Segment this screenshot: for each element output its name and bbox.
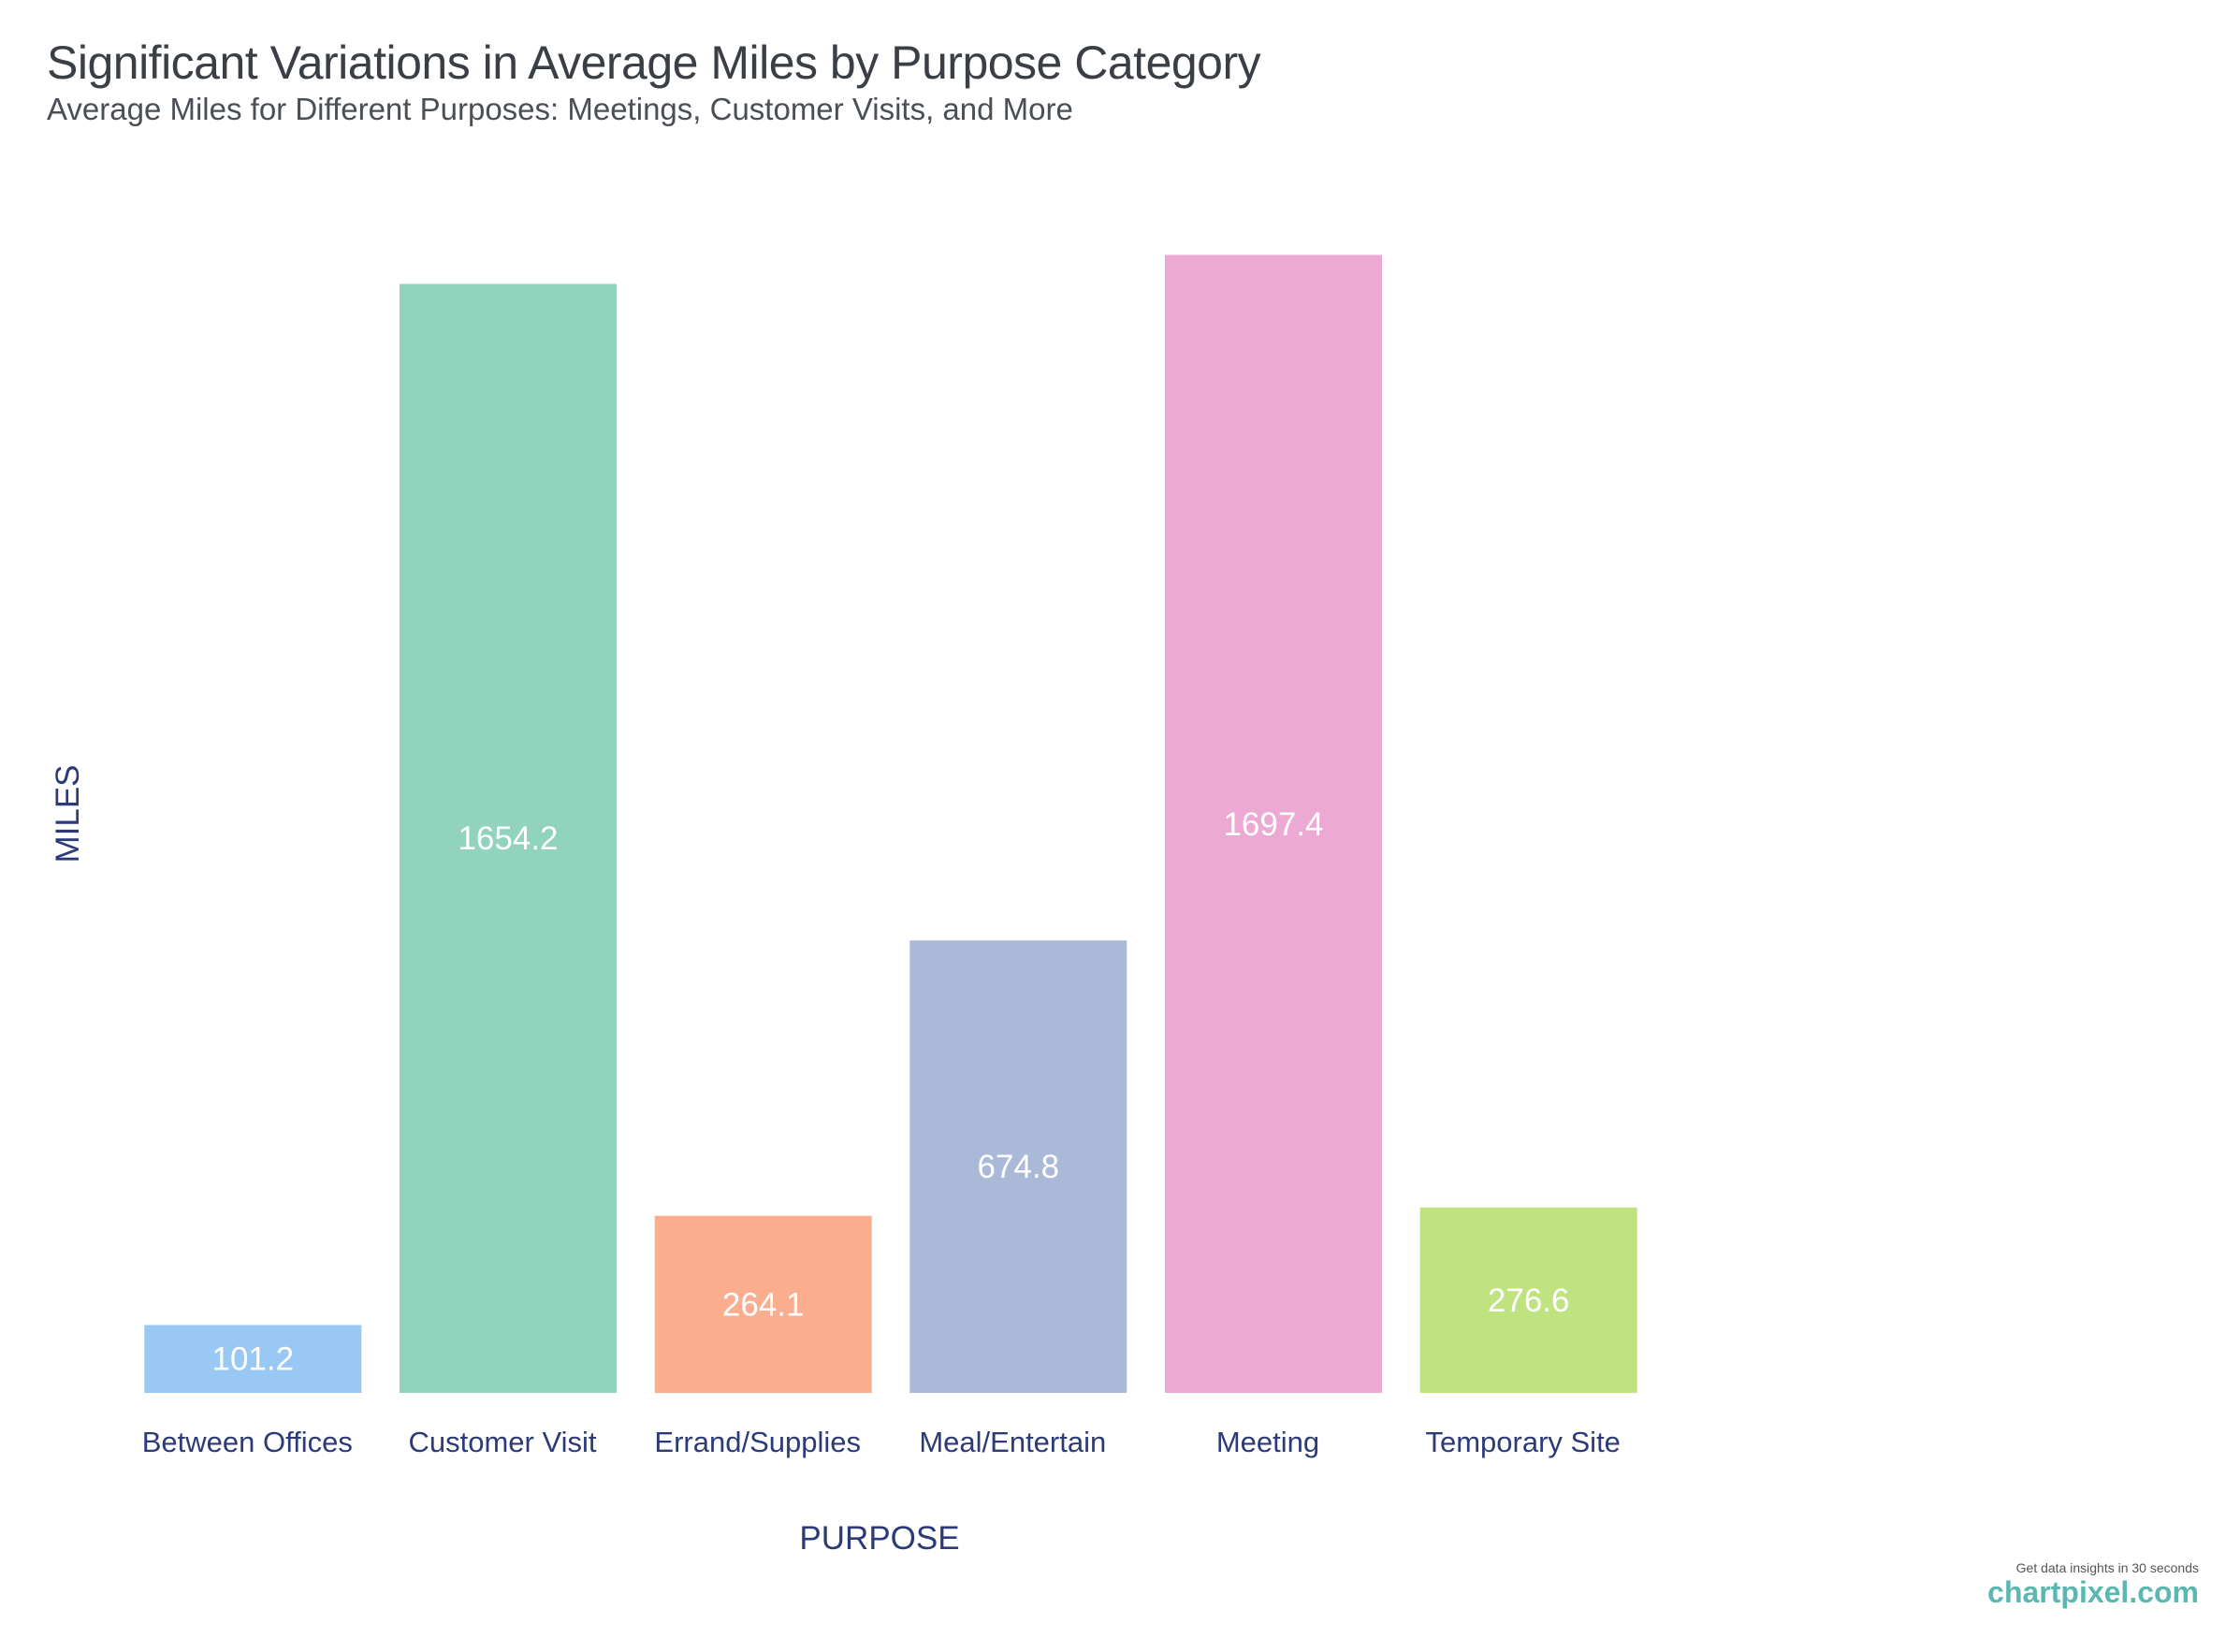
data-label: 674.8 [978,1149,1060,1185]
data-label: 101.2 [212,1341,295,1378]
chart-title: Significant Variations in Average Miles … [47,36,1261,89]
x-tick-label: Between Offices [142,1426,353,1458]
bar-customer-visit[interactable] [400,283,617,1394]
data-label: 264.1 [722,1286,805,1323]
bar-errand-supplies[interactable] [654,1215,872,1393]
watermark: Get data insights in 30 seconds chartpix… [1987,1560,2199,1609]
y-axis-title: MILES [50,764,86,862]
watermark-tagline: Get data insights in 30 seconds [2015,1560,2199,1575]
bar-between-offices[interactable] [144,1325,362,1394]
bars-layer [144,254,1637,1394]
data-label: 1654.2 [458,820,558,857]
x-tick-label: Meeting [1216,1426,1319,1458]
x-tick-label: Meal/Entertain [919,1426,1106,1458]
watermark-brand[interactable]: chartpixel.com [1987,1575,2199,1609]
x-axis-title: PURPOSE [799,1520,959,1557]
x-tick-label: Temporary Site [1425,1426,1620,1458]
bar-meal-entertain[interactable] [909,940,1127,1393]
x-tick-label: Customer Visit [409,1426,597,1458]
x-tick-label: Errand/Supplies [654,1426,861,1458]
data-label: 276.6 [1488,1282,1570,1319]
bar-meeting[interactable] [1165,254,1382,1394]
data-label: 1697.4 [1223,806,1323,843]
bar-temporary-site[interactable] [1419,1207,1637,1393]
data-labels-layer: 101.2 1654.2 264.1 674.8 1697.4 276.6 [212,806,1570,1378]
chart-subtitle: Average Miles for Different Purposes: Me… [47,92,1073,126]
x-tick-labels-layer: Between Offices Customer Visit Errand/Supp… [142,1426,1621,1458]
